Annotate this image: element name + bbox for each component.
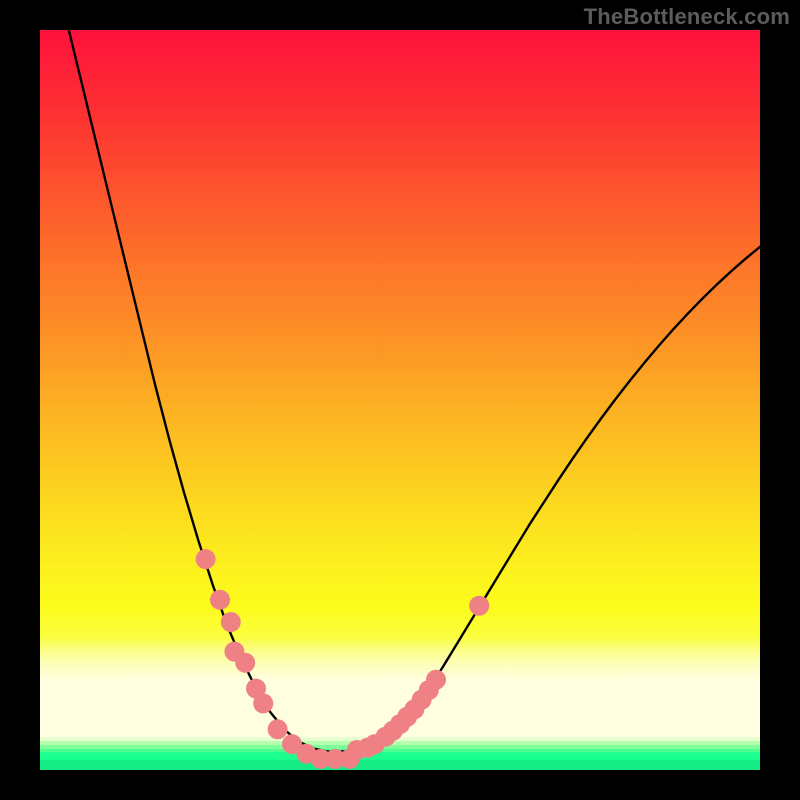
frame: TheBottleneck.com: [0, 0, 800, 800]
marker-point: [210, 590, 230, 610]
marker-point: [253, 693, 273, 713]
marker-point: [426, 670, 446, 690]
marker-point: [196, 549, 216, 569]
marker-point: [235, 653, 255, 673]
plot-area: [40, 30, 760, 770]
watermark-label: TheBottleneck.com: [584, 4, 790, 30]
bottleneck-curve: [69, 30, 760, 752]
marker-point: [221, 612, 241, 632]
marker-point: [268, 719, 288, 739]
curve-overlay: [40, 30, 760, 770]
marker-point: [469, 596, 489, 616]
